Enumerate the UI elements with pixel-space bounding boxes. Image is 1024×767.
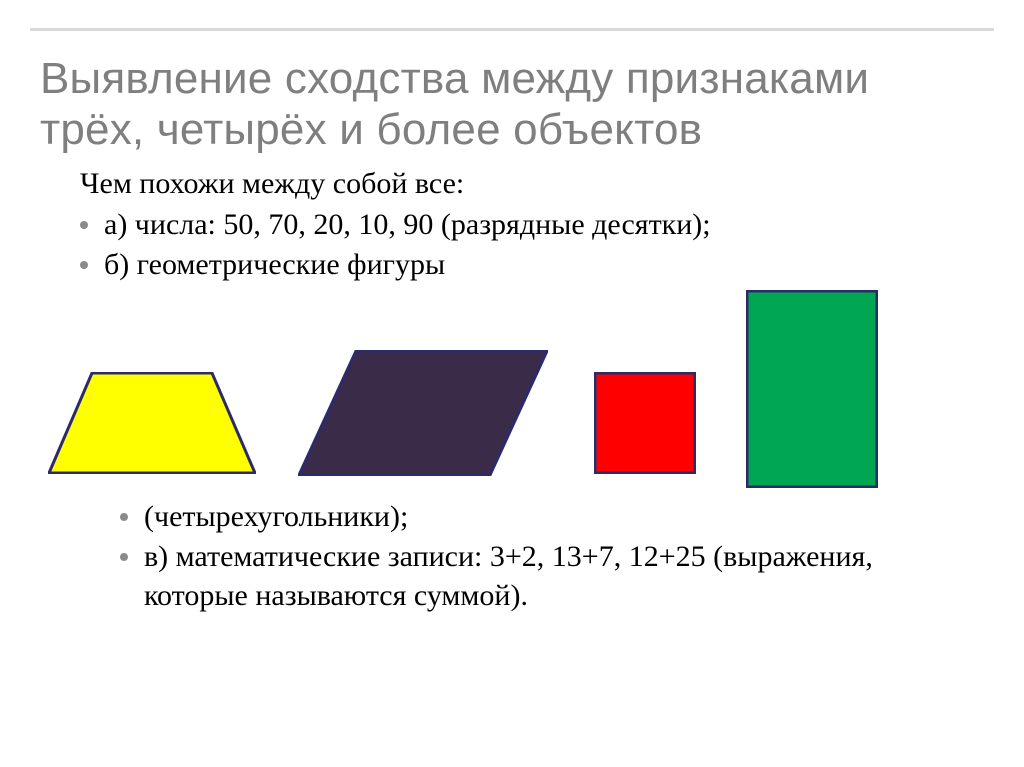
slide: Выявление сходства между признаками трёх…	[0, 0, 1024, 767]
bullet-b-text: б) геометрические фигуры	[104, 248, 445, 281]
bullet-dot-icon	[80, 221, 88, 229]
bullet-note-text: (четырехугольники);	[144, 500, 408, 533]
bullet-note: (четырехугольники);	[120, 498, 984, 536]
shape-parallelogram	[298, 350, 548, 476]
bullet-a-text: а) числа: 50, 70, 20, 10, 90 (разрядные …	[104, 208, 711, 241]
bullet-dot-icon	[120, 553, 128, 561]
shape-trapezoid	[48, 372, 256, 474]
slide-body-lower: (четырехугольники); в) математические за…	[80, 496, 984, 617]
bullet-a: а) числа: 50, 70, 20, 10, 90 (разрядные …	[80, 206, 984, 244]
top-divider	[30, 28, 994, 31]
bullet-b: б) геометрические фигуры	[80, 246, 984, 284]
bullet-c: в) математические записи: 3+2, 13+7, 12+…	[120, 538, 984, 615]
slide-body: Чем похожи между собой все: а) числа: 50…	[40, 165, 984, 284]
bullet-c-text: в) математические записи: 3+2, 13+7, 12+…	[144, 540, 873, 611]
bullet-dot-icon	[80, 261, 88, 269]
shape-square	[594, 372, 696, 474]
intro-line: Чем похожи между собой все:	[80, 165, 984, 203]
shape-rectangle	[746, 290, 878, 488]
slide-title: Выявление сходства между признаками трёх…	[40, 54, 984, 155]
bullet-dot-icon	[120, 513, 128, 521]
